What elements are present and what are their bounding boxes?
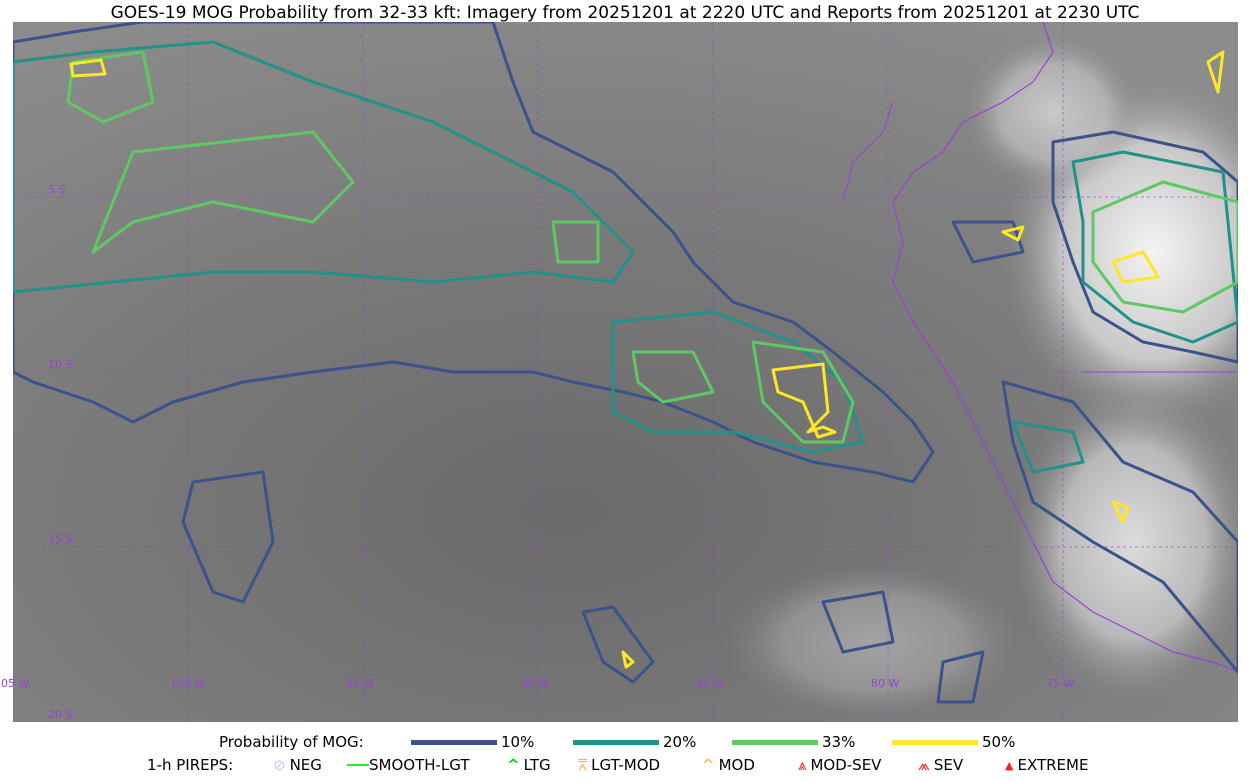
- legend-label: MOD-SEV: [810, 756, 882, 774]
- legend-swatch: [573, 739, 659, 745]
- lon-label: 100 W: [170, 677, 206, 690]
- lon-label: 105 W: [0, 677, 30, 690]
- cloud-region: [1013, 382, 1238, 702]
- legend-swatch: [892, 739, 978, 745]
- legend-item-neg: ⊘ NEG: [273, 756, 322, 774]
- lat-label: 15 S: [48, 533, 73, 546]
- contour-20pct: [611, 310, 865, 454]
- legend-item-mod: ^ MOD: [702, 756, 755, 774]
- legend-item-33: 33%: [732, 733, 855, 751]
- neg-circle-icon: ⊘: [273, 756, 286, 774]
- legend-label: 50%: [982, 733, 1016, 751]
- lat-label: 10 S: [48, 358, 73, 371]
- coastline: [892, 22, 1238, 673]
- legend-item-sev: ⩕ SEV: [918, 756, 963, 774]
- legend-label: EXTREME: [1017, 756, 1089, 774]
- legend-label: LTG: [523, 756, 551, 774]
- lat-label: 20 S: [48, 708, 73, 721]
- legend-item-mod-sev: ⩓ MOD-SEV: [798, 756, 881, 774]
- lon-label: 95 W: [346, 677, 375, 690]
- sev-caret-icon: ⩕: [918, 756, 930, 774]
- contour-10pct: [181, 470, 275, 604]
- lon-label: 75 W: [1046, 677, 1075, 690]
- lgt-mod-caret-icon: ⩞: [578, 756, 588, 774]
- ltg-caret-icon: ^: [507, 756, 520, 774]
- lon-label: 90 W: [521, 677, 550, 690]
- cloud-region: [723, 562, 1023, 722]
- legend-item-20: 20%: [573, 733, 696, 751]
- legend-item-extreme: ▲ EXTREME: [1005, 756, 1088, 774]
- legend-label: SMOOTH-LGT: [369, 756, 470, 774]
- contour-10pct: [821, 220, 1025, 704]
- contour-50pct: [69, 50, 1225, 669]
- lon-label: 85 W: [696, 677, 725, 690]
- legend-swatch: [411, 739, 497, 745]
- legend-item-smooth-lgt: SMOOTH-LGT: [347, 756, 470, 774]
- pireps-legend-title: 1-h PIREPS:: [147, 756, 234, 774]
- cloud-region: [963, 32, 1143, 192]
- contour-10pct: [1051, 130, 1238, 364]
- legend-label: LGT-MOD: [591, 756, 661, 774]
- legend-swatch: [732, 739, 818, 745]
- probability-legend-title: Probability of MOG:: [219, 733, 364, 751]
- lat-label: 5 S: [48, 183, 66, 196]
- legend-label: 20%: [663, 733, 697, 751]
- contour-33pct: [631, 340, 855, 444]
- contour-10pct: [13, 22, 935, 484]
- contour-20pct: [1011, 150, 1238, 474]
- contour-20pct: [13, 40, 635, 294]
- legend-label: 10%: [501, 733, 535, 751]
- lon-label: 80 W: [871, 677, 900, 690]
- contour-10pct: [581, 605, 655, 684]
- legend-label: SEV: [933, 756, 964, 774]
- extreme-triangle-icon: ▲: [1005, 758, 1014, 772]
- legend-item-50: 50%: [892, 733, 1015, 751]
- legend-item-ltg: ^ LTG: [507, 756, 551, 774]
- border-line: [842, 101, 1238, 373]
- contour-33pct: [1091, 180, 1238, 314]
- legend-label: 33%: [822, 733, 856, 751]
- mod-sev-caret-icon: ⩓: [798, 756, 807, 774]
- mod-caret-icon: ^: [702, 756, 715, 774]
- contour-10pct: [1001, 380, 1238, 674]
- legend-label: MOD: [718, 756, 755, 774]
- smooth-lgt-line-icon: [347, 764, 369, 766]
- satellite-map[interactable]: [13, 22, 1238, 722]
- map-title: GOES-19 MOG Probability from 32-33 kft: …: [110, 3, 1140, 23]
- legend-label: NEG: [289, 756, 322, 774]
- legend-item-lgt-mod: ⩞ LGT-MOD: [578, 756, 660, 774]
- contour-33pct: [66, 50, 600, 264]
- legend-item-10: 10%: [411, 733, 534, 751]
